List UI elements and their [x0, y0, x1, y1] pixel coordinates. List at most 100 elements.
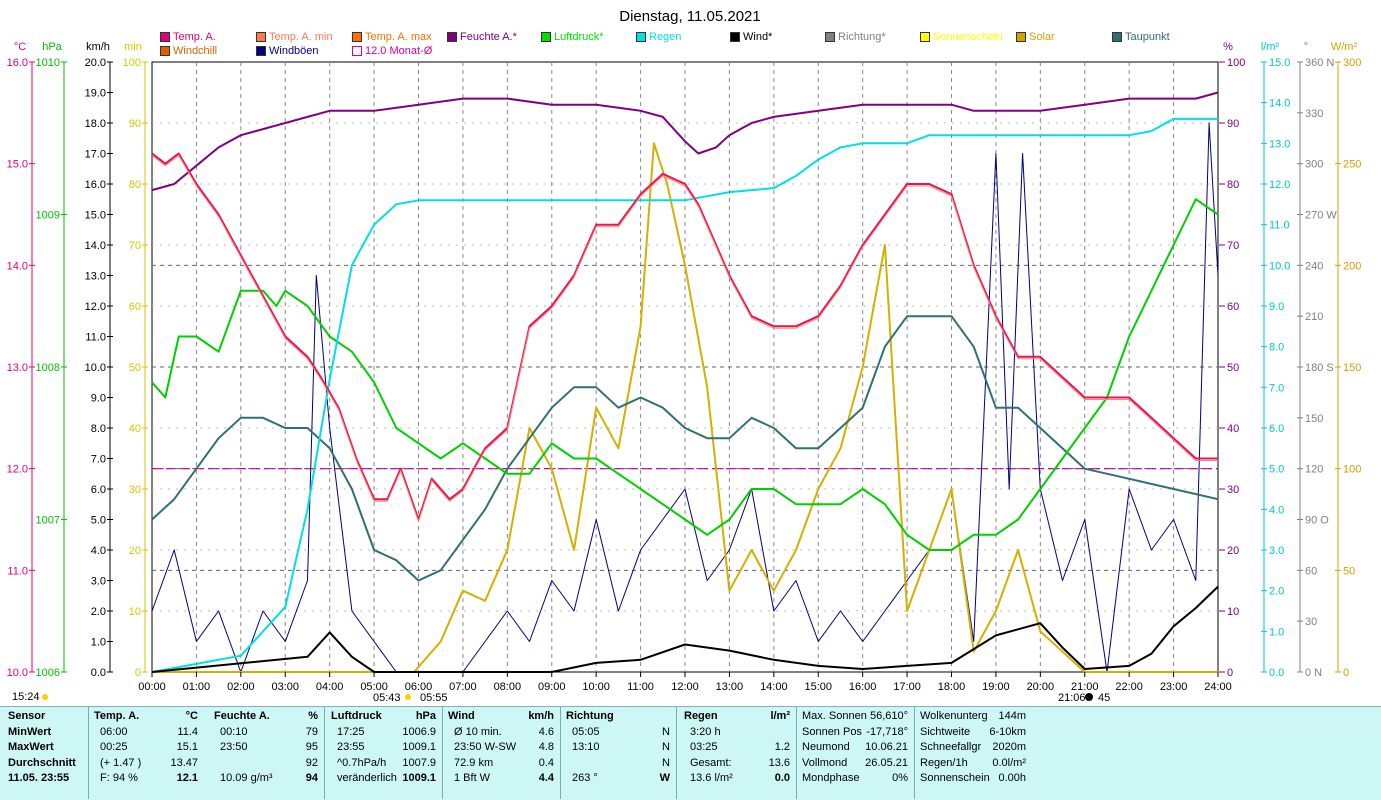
left-axis-tick-label: 14.0: [7, 260, 28, 272]
footer-row: F: 94 % 12.1: [100, 772, 198, 784]
footer-clouds-col: Wolkenunterg 144m Sichtweite 6-10km Schneefa…: [920, 709, 1026, 787]
x-axis-tick-label: 11:00: [627, 681, 654, 693]
x-axis-tick-label: 13:00: [716, 681, 744, 693]
series-line-temp-min-max: [151, 154, 1218, 524]
x-axis-tick-label: 20:00: [1027, 681, 1055, 693]
chart-title: Dienstag, 11.05.2021: [619, 8, 761, 25]
left-axis-tick-label: 1007: [36, 515, 60, 527]
legend-label: Windböen: [269, 45, 319, 57]
left-axis-tick-label: 100: [123, 57, 141, 69]
x-axis-tick-label: 04:00: [316, 681, 344, 693]
right-axis-tick-label: 80: [1227, 179, 1239, 191]
x-axis-tick-label: 05:00: [360, 681, 388, 693]
left-axis-tick-label: 10.0: [85, 362, 106, 374]
left-axis-tick-label: 1.0: [91, 637, 106, 649]
right-axis-tick-label: 60: [1227, 301, 1239, 313]
right-axis-tick-label: 90: [1227, 118, 1239, 130]
left-axis-tick-label: 16.0: [7, 57, 28, 69]
series-line-regen: [151, 117, 1218, 673]
x-axis-tick-label: 18:00: [938, 681, 966, 693]
legend-item: Windböen: [256, 45, 319, 57]
left-axis-tick-label: 40: [129, 423, 141, 435]
left-axis-tick-label: 1010: [36, 57, 60, 69]
x-axis-tick-label: 21:00: [1071, 681, 1099, 693]
left-axis-tick-label: 60: [129, 301, 141, 313]
legend-item: Temp. A. min: [256, 31, 333, 43]
legend-item: Solar: [1016, 31, 1055, 43]
footer-row: 13:10 N: [572, 741, 670, 753]
right-axis-tick-label: 70: [1227, 240, 1239, 252]
left-axis-tick-label: 5.0: [91, 515, 106, 527]
x-axis-tick-label: 09:00: [538, 681, 566, 693]
weather-chart: Dienstag, 11.05.2021 °C 16.0 15.0 14.0 13.0 1…: [7, 8, 1362, 704]
legend-label: Wind*: [743, 31, 773, 43]
left-axes: °C16.015.014.013.012.011.010.0hPa1010100…: [7, 41, 148, 679]
legend-label: Temp. A.: [173, 31, 216, 43]
sunrise-label: 05:43: [373, 692, 401, 704]
right-axis-tick-label: 30: [1305, 616, 1317, 628]
legend-label: Temp. A. min: [269, 31, 333, 43]
right-axes: %1009080706050403020100l/m²15.014.013.01…: [1219, 41, 1361, 679]
legend-swatch: [825, 32, 835, 42]
footer-row: 263 ° W: [572, 772, 670, 784]
footer-row: 17:25 1006.9: [337, 725, 436, 738]
series-line-temp-a-: [151, 152, 1218, 521]
footer-row: Neumond 10.06.21: [802, 741, 908, 753]
x-axis-tick-label: 19:00: [982, 681, 1010, 693]
sensor-row: MinWert: [8, 725, 52, 738]
legend-item: Sonnenschein: [920, 31, 1003, 43]
right-axis-unit: %: [1223, 41, 1233, 53]
left-axis-tick-label: 13.0: [85, 271, 106, 283]
footer-row: 92: [305, 756, 318, 769]
footer-rain-col: Regen l/m² 3:20 h 03:25 1.2 Gesamt: 13.6 13.6 l…: [684, 709, 790, 787]
legend-swatch: [920, 32, 930, 42]
right-axis-tick-label: 8.0: [1269, 342, 1284, 354]
footer-divider: [676, 707, 677, 799]
left-axis-unit: km/h: [86, 41, 110, 53]
left-axis-tick-label: 12.0: [7, 464, 28, 476]
sunset2-label: 45: [1098, 692, 1110, 704]
x-axis-tick-label: 03:00: [271, 681, 299, 693]
footer-row: 23:50 W-SW 4.8: [454, 741, 554, 753]
x-axis-tick-label: 00:00: [138, 681, 166, 693]
right-axis-tick-label: 20: [1227, 545, 1239, 557]
legend-swatch: [256, 32, 266, 42]
sensor-header: Sensor: [8, 710, 46, 722]
legend-swatch: [730, 32, 740, 42]
series-line-luftdruck-: [151, 198, 1219, 551]
left-axis-tick-label: 12.0: [85, 301, 106, 313]
footer-row: Regen/1h 0.0l/m²: [920, 756, 1026, 769]
footer-row: Ø 10 min. 4.6: [454, 725, 554, 738]
x-axis-tick-label: 01:00: [183, 681, 211, 693]
series-line-feuchte-a-: [151, 91, 1219, 192]
left-axis-unit: min: [124, 41, 142, 53]
legend-item: Wind*: [730, 31, 772, 43]
footer-row: Schneefallgr 2020m: [920, 741, 1026, 753]
left-axis-tick-label: 18.0: [85, 118, 106, 130]
legend-item: Richtung*: [825, 31, 886, 43]
left-axis-unit: °C: [14, 41, 26, 53]
x-axis: 00:00 01:00 02:00 03:00 04:00 05:00 06:00 07:00…: [138, 672, 1232, 693]
footer-col-header: Temp. A. °C: [94, 710, 198, 722]
footer-col-header: Feuchte A.%: [214, 710, 318, 722]
x-axis-tick-label: 06:00: [405, 681, 433, 693]
right-axis-tick-label: 240: [1305, 260, 1323, 272]
left-axis-tick-label: 80: [129, 179, 141, 191]
legend-label: Temp. A. max: [365, 31, 432, 43]
footer-divider: [324, 707, 325, 799]
footer-row: Sichtweite 6-10km: [920, 725, 1026, 738]
moon-icon: [1085, 693, 1093, 701]
left-axis-tick-label: 20.0: [85, 57, 106, 69]
right-axis-tick-label: 10: [1227, 606, 1239, 618]
left-axis-tick-label: 70: [129, 240, 141, 252]
legend-item: Luftdruck*: [541, 31, 604, 43]
footer-humidity-col: Feuchte A.% 00:10 79 23:50 95 92 10.09 g/m³ 94: [214, 709, 318, 787]
left-axis-tick-label: 0.0: [91, 667, 106, 679]
left-axis-tick-label: 1008: [36, 362, 60, 374]
legend-swatch: [352, 46, 362, 56]
current-time-label: 15:24: [12, 691, 40, 703]
footer-col-header: Luftdruck hPa: [331, 710, 436, 722]
footer-row: 10.09 g/m³ 94: [220, 772, 318, 784]
footer-col-header: Richtung: [566, 710, 614, 722]
legend-item: Temp. A.: [160, 31, 216, 43]
